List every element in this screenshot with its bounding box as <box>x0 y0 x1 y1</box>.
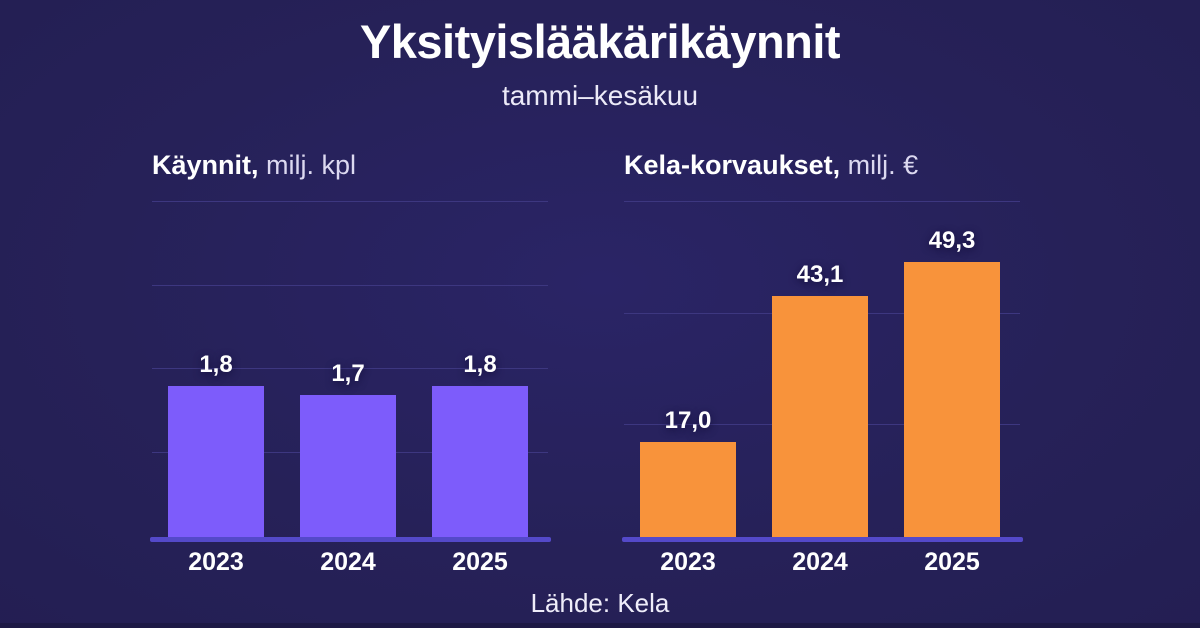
page-subtitle: tammi–kesäkuu <box>501 80 699 111</box>
x-axis-label: 2025 <box>924 548 980 576</box>
bar <box>772 296 868 537</box>
gridline <box>152 368 548 369</box>
plot-area-visits: 1,8 1,7 1,8 2023 2024 2025 <box>150 201 551 576</box>
chart-title-visits-unit: milj. kpl <box>258 150 357 180</box>
chart-title-visits: Käynnit, milj. kpl <box>152 150 548 181</box>
x-axis-label: 2023 <box>660 548 716 576</box>
chart-title-reimbursements-bold: Kela-korvaukset, <box>624 150 841 180</box>
gridline <box>152 285 548 286</box>
bar <box>168 386 264 537</box>
bar-group-2023: 17,0 <box>640 407 736 537</box>
bar-group-2024: 1,7 <box>300 360 396 537</box>
bar-value-label: 1,7 <box>331 360 365 387</box>
chart-title-visits-bold: Käynnit, <box>152 150 259 180</box>
page-title: Yksityislääkärikäynnit <box>359 15 841 68</box>
gridline <box>152 201 548 202</box>
x-axis-label: 2024 <box>320 548 376 576</box>
x-axis-label: 2023 <box>188 548 244 576</box>
bar-group-2023: 1,8 <box>168 351 264 537</box>
chart-title-reimbursements-unit: milj. € <box>840 150 919 180</box>
x-axis-line-reimbursements <box>622 537 1023 542</box>
bar-value-label: 43,1 <box>796 261 844 288</box>
bar <box>300 395 396 537</box>
bar-group-2025: 49,3 <box>904 227 1000 537</box>
bar <box>432 386 528 537</box>
bar-value-label: 1,8 <box>463 351 497 378</box>
bar-group-2025: 1,8 <box>432 351 528 537</box>
gridline <box>624 201 1020 202</box>
x-axis-line-visits <box>150 537 551 542</box>
plot-area-reimbursements: 17,0 43,1 49,3 2023 2024 2025 <box>622 201 1023 576</box>
source-label: Lähde: Kela <box>530 588 670 618</box>
bar-group-2024: 43,1 <box>772 261 868 537</box>
bar <box>640 442 736 537</box>
bottom-strip <box>0 623 1200 628</box>
bar-value-label: 17,0 <box>664 407 712 434</box>
x-axis-label: 2024 <box>792 548 848 576</box>
chart-panel-reimbursements: Kela-korvaukset, milj. € 17,0 43,1 49,3 20… <box>622 150 1023 580</box>
x-axis-label: 2025 <box>452 548 508 576</box>
bar-value-label: 1,8 <box>199 351 233 378</box>
bar-value-label: 49,3 <box>928 227 976 254</box>
chart-title-reimbursements: Kela-korvaukset, milj. € <box>624 150 1020 181</box>
bar <box>904 262 1000 537</box>
chart-panel-visits: Käynnit, milj. kpl 1,8 1,7 1,8 2023 2024 202… <box>150 150 551 580</box>
